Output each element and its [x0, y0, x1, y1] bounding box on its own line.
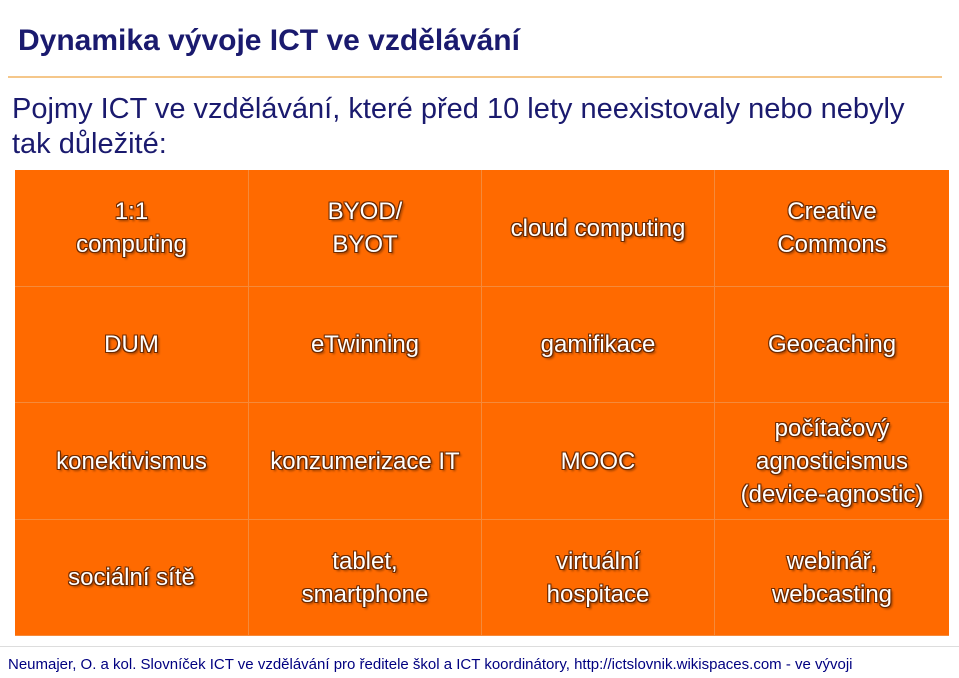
grid-cell: virtuální hospitace	[482, 520, 715, 636]
cell-label: webinář, webcasting	[771, 547, 893, 608]
grid-cell: sociální sítě	[15, 520, 249, 636]
cell-label: tablet, smartphone	[301, 547, 429, 608]
title-divider	[8, 76, 942, 78]
cell-label: konektivismus	[56, 447, 207, 475]
grid-cell: DUM	[15, 287, 249, 403]
footer-divider	[0, 646, 959, 647]
cell-label: virtuální hospitace	[546, 547, 650, 608]
grid-cell: 1:1 computing	[15, 170, 249, 287]
grid-cell: tablet, smartphone	[249, 520, 482, 636]
grid-cell: MOOC	[482, 403, 715, 520]
cell-label: BYOD/ BYOT	[327, 198, 403, 258]
slide-title: Dynamika vývoje ICT ve vzdělávání	[18, 24, 520, 57]
grid-cell: BYOD/ BYOT	[249, 170, 482, 287]
cell-label: počítačový agnosticismus (device-agnosti…	[740, 414, 924, 508]
cell-label: cloud computing	[510, 214, 686, 242]
grid-cell: eTwinning	[249, 287, 482, 403]
cell-label: sociální sítě	[68, 564, 195, 591]
grid-cell: počítačový agnosticismus (device-agnosti…	[715, 403, 949, 520]
grid-cell: Geocaching	[715, 287, 949, 403]
grid-cell: webinář, webcasting	[715, 520, 949, 636]
cell-label: gamifikace	[540, 331, 656, 358]
cell-label: Creative Commons	[777, 198, 887, 258]
cell-label: eTwinning	[310, 331, 420, 358]
cell-label: MOOC	[560, 447, 636, 475]
cell-label: 1:1 computing	[76, 198, 187, 258]
grid-cell: konzumerizace IT	[249, 403, 482, 520]
slide-subtitle: Pojmy ICT ve vzdělávání, které před 10 l…	[12, 93, 905, 160]
grid-cell: Creative Commons	[715, 170, 949, 287]
cell-label: DUM	[104, 331, 159, 358]
terms-grid: 1:1 computing BYOD/ BYOT cloud computing…	[15, 170, 949, 636]
cell-label: Geocaching	[767, 331, 897, 358]
grid-cell: konektivismus	[15, 403, 249, 520]
cell-label: konzumerizace IT	[270, 447, 460, 475]
footer-citation: Neumajer, O. a kol. Slovníček ICT ve vzd…	[8, 656, 853, 673]
grid-cell: cloud computing	[482, 170, 715, 287]
grid-cell: gamifikace	[482, 287, 715, 403]
